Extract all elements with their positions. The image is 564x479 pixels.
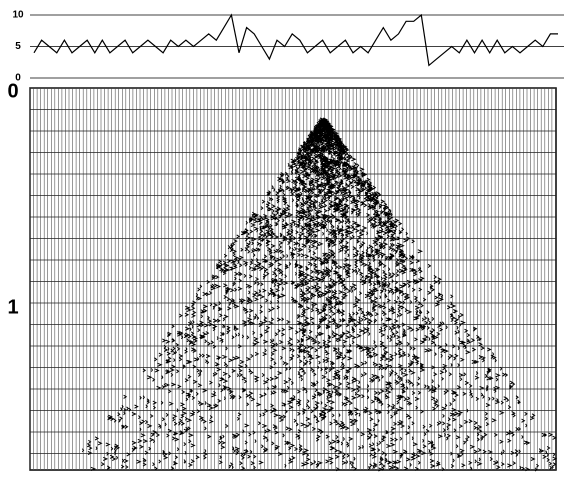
line-series (34, 15, 558, 65)
y-tick-label: 10 (12, 10, 24, 21)
y-tick-label: 1 (7, 296, 18, 318)
y-tick-label: 5 (15, 41, 21, 52)
y-tick-label: 0 (7, 80, 18, 102)
figure: 051001 (0, 0, 564, 479)
